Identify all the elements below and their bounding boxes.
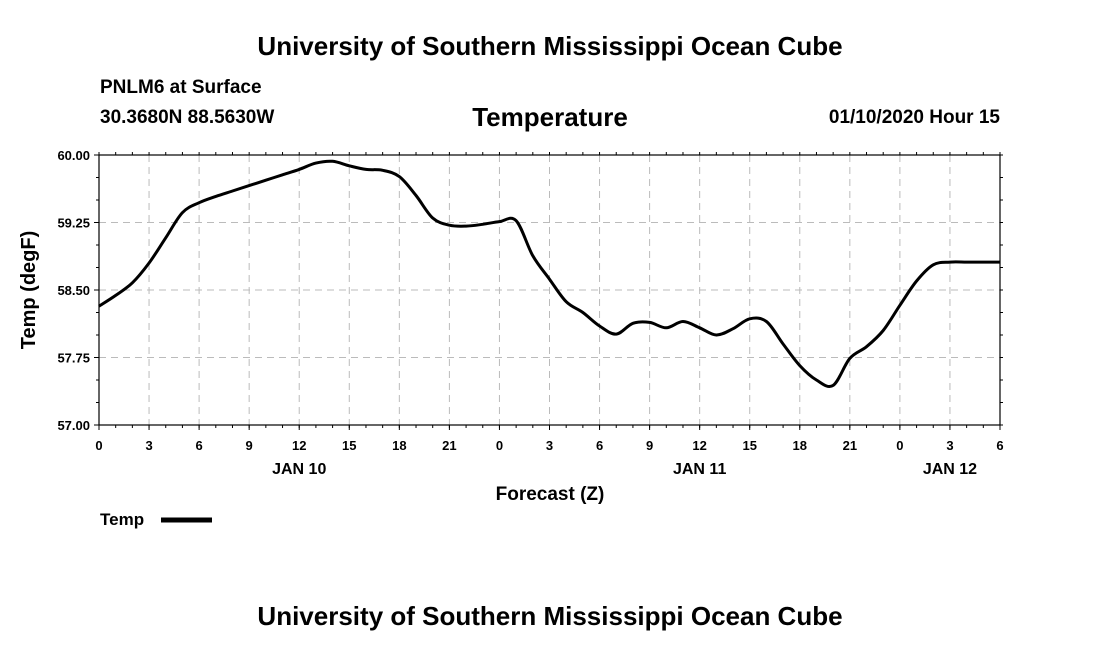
x-axis-label: Forecast (Z)	[496, 484, 605, 505]
x-tick-label: 9	[246, 438, 253, 453]
series-line-temp	[98, 159, 1000, 389]
x-tick-label: 12	[292, 438, 306, 453]
date-label: JAN 12	[923, 461, 977, 478]
x-tick-labels: 0 3 6 9 12 15 18 21 0 3 6 9 12 15 18 21 0 3 6	[95, 438, 1003, 453]
x-tick-label: 0	[496, 438, 503, 453]
y-tick-label: 60.00	[57, 148, 90, 163]
x-tick-label: 12	[692, 438, 706, 453]
y-tick-label: 59.25	[57, 216, 90, 231]
legend: Temp	[100, 510, 212, 529]
y-tick-label: 57.75	[57, 351, 90, 366]
station-coordinates: 30.3680N 88.5630W	[100, 107, 275, 128]
x-tick-label: 6	[195, 438, 202, 453]
tick-marks	[94, 152, 1003, 430]
x-tick-label: 3	[546, 438, 553, 453]
x-tick-label: 3	[145, 438, 152, 453]
x-tick-label: 3	[946, 438, 953, 453]
x-tick-label: 18	[392, 438, 406, 453]
y-tick-labels: 57.00 57.75 58.50 59.25 60.00	[57, 148, 90, 433]
x-tick-label: 0	[95, 438, 102, 453]
x-tick-label: 9	[646, 438, 653, 453]
y-axis-label: Temp (degF)	[18, 231, 40, 350]
legend-label-temp: Temp	[100, 510, 144, 529]
y-tick-label: 58.50	[57, 283, 90, 298]
x-tick-label: 18	[793, 438, 807, 453]
x-tick-label: 0	[896, 438, 903, 453]
grid-lines	[99, 155, 1000, 425]
variable-title: Temperature	[472, 102, 628, 132]
x-tick-label: 21	[442, 438, 456, 453]
x-tick-label: 6	[596, 438, 603, 453]
footer-title: University of Southern Mississippi Ocean…	[257, 601, 843, 631]
x-tick-label: 6	[996, 438, 1003, 453]
x-tick-label: 15	[342, 438, 356, 453]
x-tick-label: 21	[843, 438, 857, 453]
series-layer	[98, 159, 1000, 389]
station-name: PNLM6 at Surface	[100, 77, 262, 98]
forecast-datetime: 01/10/2020 Hour 15	[828, 107, 1000, 128]
date-label: JAN 10	[272, 461, 326, 478]
x-tick-label: 15	[742, 438, 756, 453]
date-labels: JAN 10 JAN 11 JAN 12	[272, 461, 977, 478]
date-label: JAN 11	[673, 461, 726, 478]
y-tick-label: 57.00	[57, 418, 90, 433]
page-title: University of Southern Mississippi Ocean…	[257, 31, 843, 61]
